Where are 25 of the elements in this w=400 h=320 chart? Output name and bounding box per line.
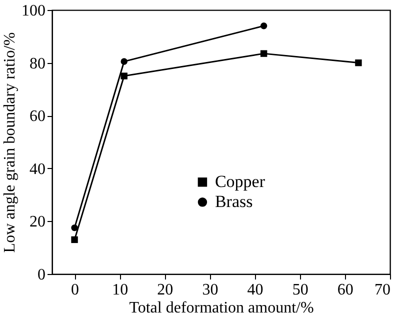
legend-label: Brass <box>214 192 253 212</box>
x-tick-label: 0 <box>71 282 80 298</box>
legend-label: Copper <box>214 172 266 192</box>
x-tick-label: 40 <box>247 282 264 298</box>
point <box>120 58 128 65</box>
y-tick-label: 60 <box>30 108 46 126</box>
x-tick-label: 10 <box>112 282 128 298</box>
x-axis-title: Total deformation amount/% <box>129 300 314 316</box>
point <box>71 224 78 232</box>
point <box>355 59 362 66</box>
y-tick-label: 20 <box>30 214 46 231</box>
x-tick-label: 70 <box>374 282 390 298</box>
x-tick-label: 30 <box>202 282 218 298</box>
x-tick-label: 60 <box>337 282 354 298</box>
point <box>260 50 268 57</box>
x-tick-label: 20 <box>157 282 174 298</box>
y-axis-title: Low angle grain boundary ratio/% <box>2 32 18 253</box>
point <box>120 72 128 80</box>
point <box>260 22 268 30</box>
point <box>71 236 78 244</box>
y-tick-label: 0 <box>38 266 46 284</box>
x-tick-label: 50 <box>292 282 308 298</box>
y-tick-label: 40 <box>30 160 46 178</box>
y-tick-label: 100 <box>22 2 46 20</box>
y-tick-label: 80 <box>30 55 46 72</box>
